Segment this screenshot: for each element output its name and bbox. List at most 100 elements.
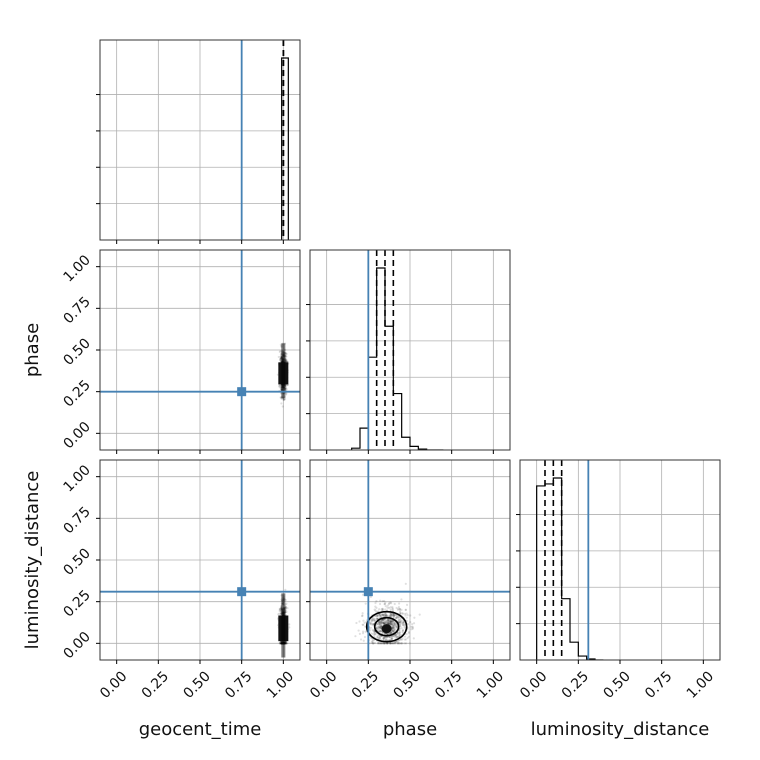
scatter-point (389, 620, 392, 623)
scatter-point (392, 622, 396, 625)
scatter-point (377, 626, 380, 629)
scatter-point (371, 624, 375, 627)
histogram-panel-phase (306, 249, 511, 454)
density-tail (281, 343, 286, 399)
scatter-point (391, 613, 394, 616)
scatter-point (402, 629, 405, 632)
scatter-point (372, 618, 375, 622)
scatter-point (386, 606, 389, 609)
scatter-point (398, 609, 402, 612)
scatter-point (398, 642, 401, 645)
scatter-point (384, 601, 387, 604)
scatter-point (285, 602, 288, 605)
scatter-point (392, 622, 396, 625)
scatter-point (388, 642, 391, 645)
scatter-point (284, 641, 288, 644)
scatter-point (279, 386, 282, 389)
scatter-point (373, 632, 376, 635)
scatter-point (378, 623, 381, 626)
scatter-point (278, 642, 281, 645)
scatter-point (395, 626, 398, 629)
scatter-point (382, 642, 386, 645)
scatter-point (394, 625, 398, 628)
scatter-point (388, 638, 391, 642)
scatter-point (285, 642, 288, 645)
scatter-point (385, 614, 388, 617)
scatter-point (383, 620, 386, 623)
scatter-point (379, 614, 383, 617)
scatter-point (385, 621, 388, 624)
scatter-point (381, 607, 384, 611)
x-axis-label-geocent_time: geocent_time (139, 719, 262, 740)
scatter-point (392, 627, 395, 630)
scatter-point (387, 621, 390, 625)
scatter-point (397, 635, 400, 638)
scatter-point (390, 637, 394, 640)
scatter-point (395, 616, 398, 619)
scatter-point (374, 609, 377, 612)
scatter-point (393, 634, 396, 637)
scatter-point (389, 612, 392, 615)
scatter-point (370, 622, 373, 625)
scatter-point (379, 625, 382, 629)
scatter-point (395, 625, 398, 629)
scatter-point (391, 629, 394, 632)
scatter-point (383, 599, 386, 603)
scatter-point (399, 617, 402, 620)
scatter-point (285, 360, 288, 363)
scatter-point (284, 606, 288, 609)
scatter-point (370, 632, 373, 635)
scatter-point (383, 618, 386, 621)
scatter-point (400, 608, 403, 611)
scatter-point (389, 619, 392, 622)
scatter-point (397, 602, 401, 605)
scatter-point (372, 619, 375, 622)
scatter-point (391, 609, 395, 612)
scatter-point (279, 396, 282, 399)
y-tick-label-1: 0.25 (60, 377, 93, 410)
scatter-point (373, 619, 377, 622)
scatter-point (286, 360, 289, 363)
scatter-point (359, 638, 363, 641)
scatter-point (379, 642, 383, 645)
scatter-point (370, 620, 373, 623)
scatter-point (392, 613, 395, 616)
scatter-point (387, 618, 390, 621)
scatter-point (401, 621, 404, 625)
scatter-point (372, 642, 375, 645)
y-axis-label-luminosity_distance: luminosity_distance (22, 471, 43, 650)
scatter-point (388, 621, 391, 624)
scatter-point (384, 635, 387, 639)
scatter-point (390, 614, 393, 617)
x-tick-label-3: 0.75 (642, 668, 675, 701)
scatter-point (379, 626, 382, 630)
scatter-point (380, 619, 384, 622)
scatter-point (378, 602, 382, 606)
scatter-point (398, 633, 401, 636)
scatter-point (363, 621, 366, 624)
scatter-point (382, 614, 385, 617)
scatter-point (412, 637, 415, 640)
scatter-point (387, 618, 391, 621)
scatter-point (399, 612, 402, 615)
scatter-point (284, 393, 288, 396)
scatter-point (383, 621, 386, 624)
scatter-point (379, 621, 382, 624)
scatter-point (398, 633, 401, 637)
x-tick-label-3: 0.75 (222, 668, 255, 701)
density-tail (281, 593, 286, 658)
scatter-point (375, 606, 378, 610)
scatter-point (400, 627, 403, 630)
scatter-point (378, 614, 382, 617)
scatter-point (393, 628, 397, 631)
scatter-point (379, 630, 382, 633)
scatter-point (386, 618, 389, 621)
scatter-point (386, 642, 389, 645)
scatter-point (401, 642, 404, 645)
scatter-point (412, 622, 416, 625)
scatter-point (389, 622, 392, 626)
scatter-point (394, 634, 397, 637)
scatter-point (380, 614, 383, 617)
scatter-point (384, 611, 387, 615)
scatter-point (386, 621, 389, 624)
